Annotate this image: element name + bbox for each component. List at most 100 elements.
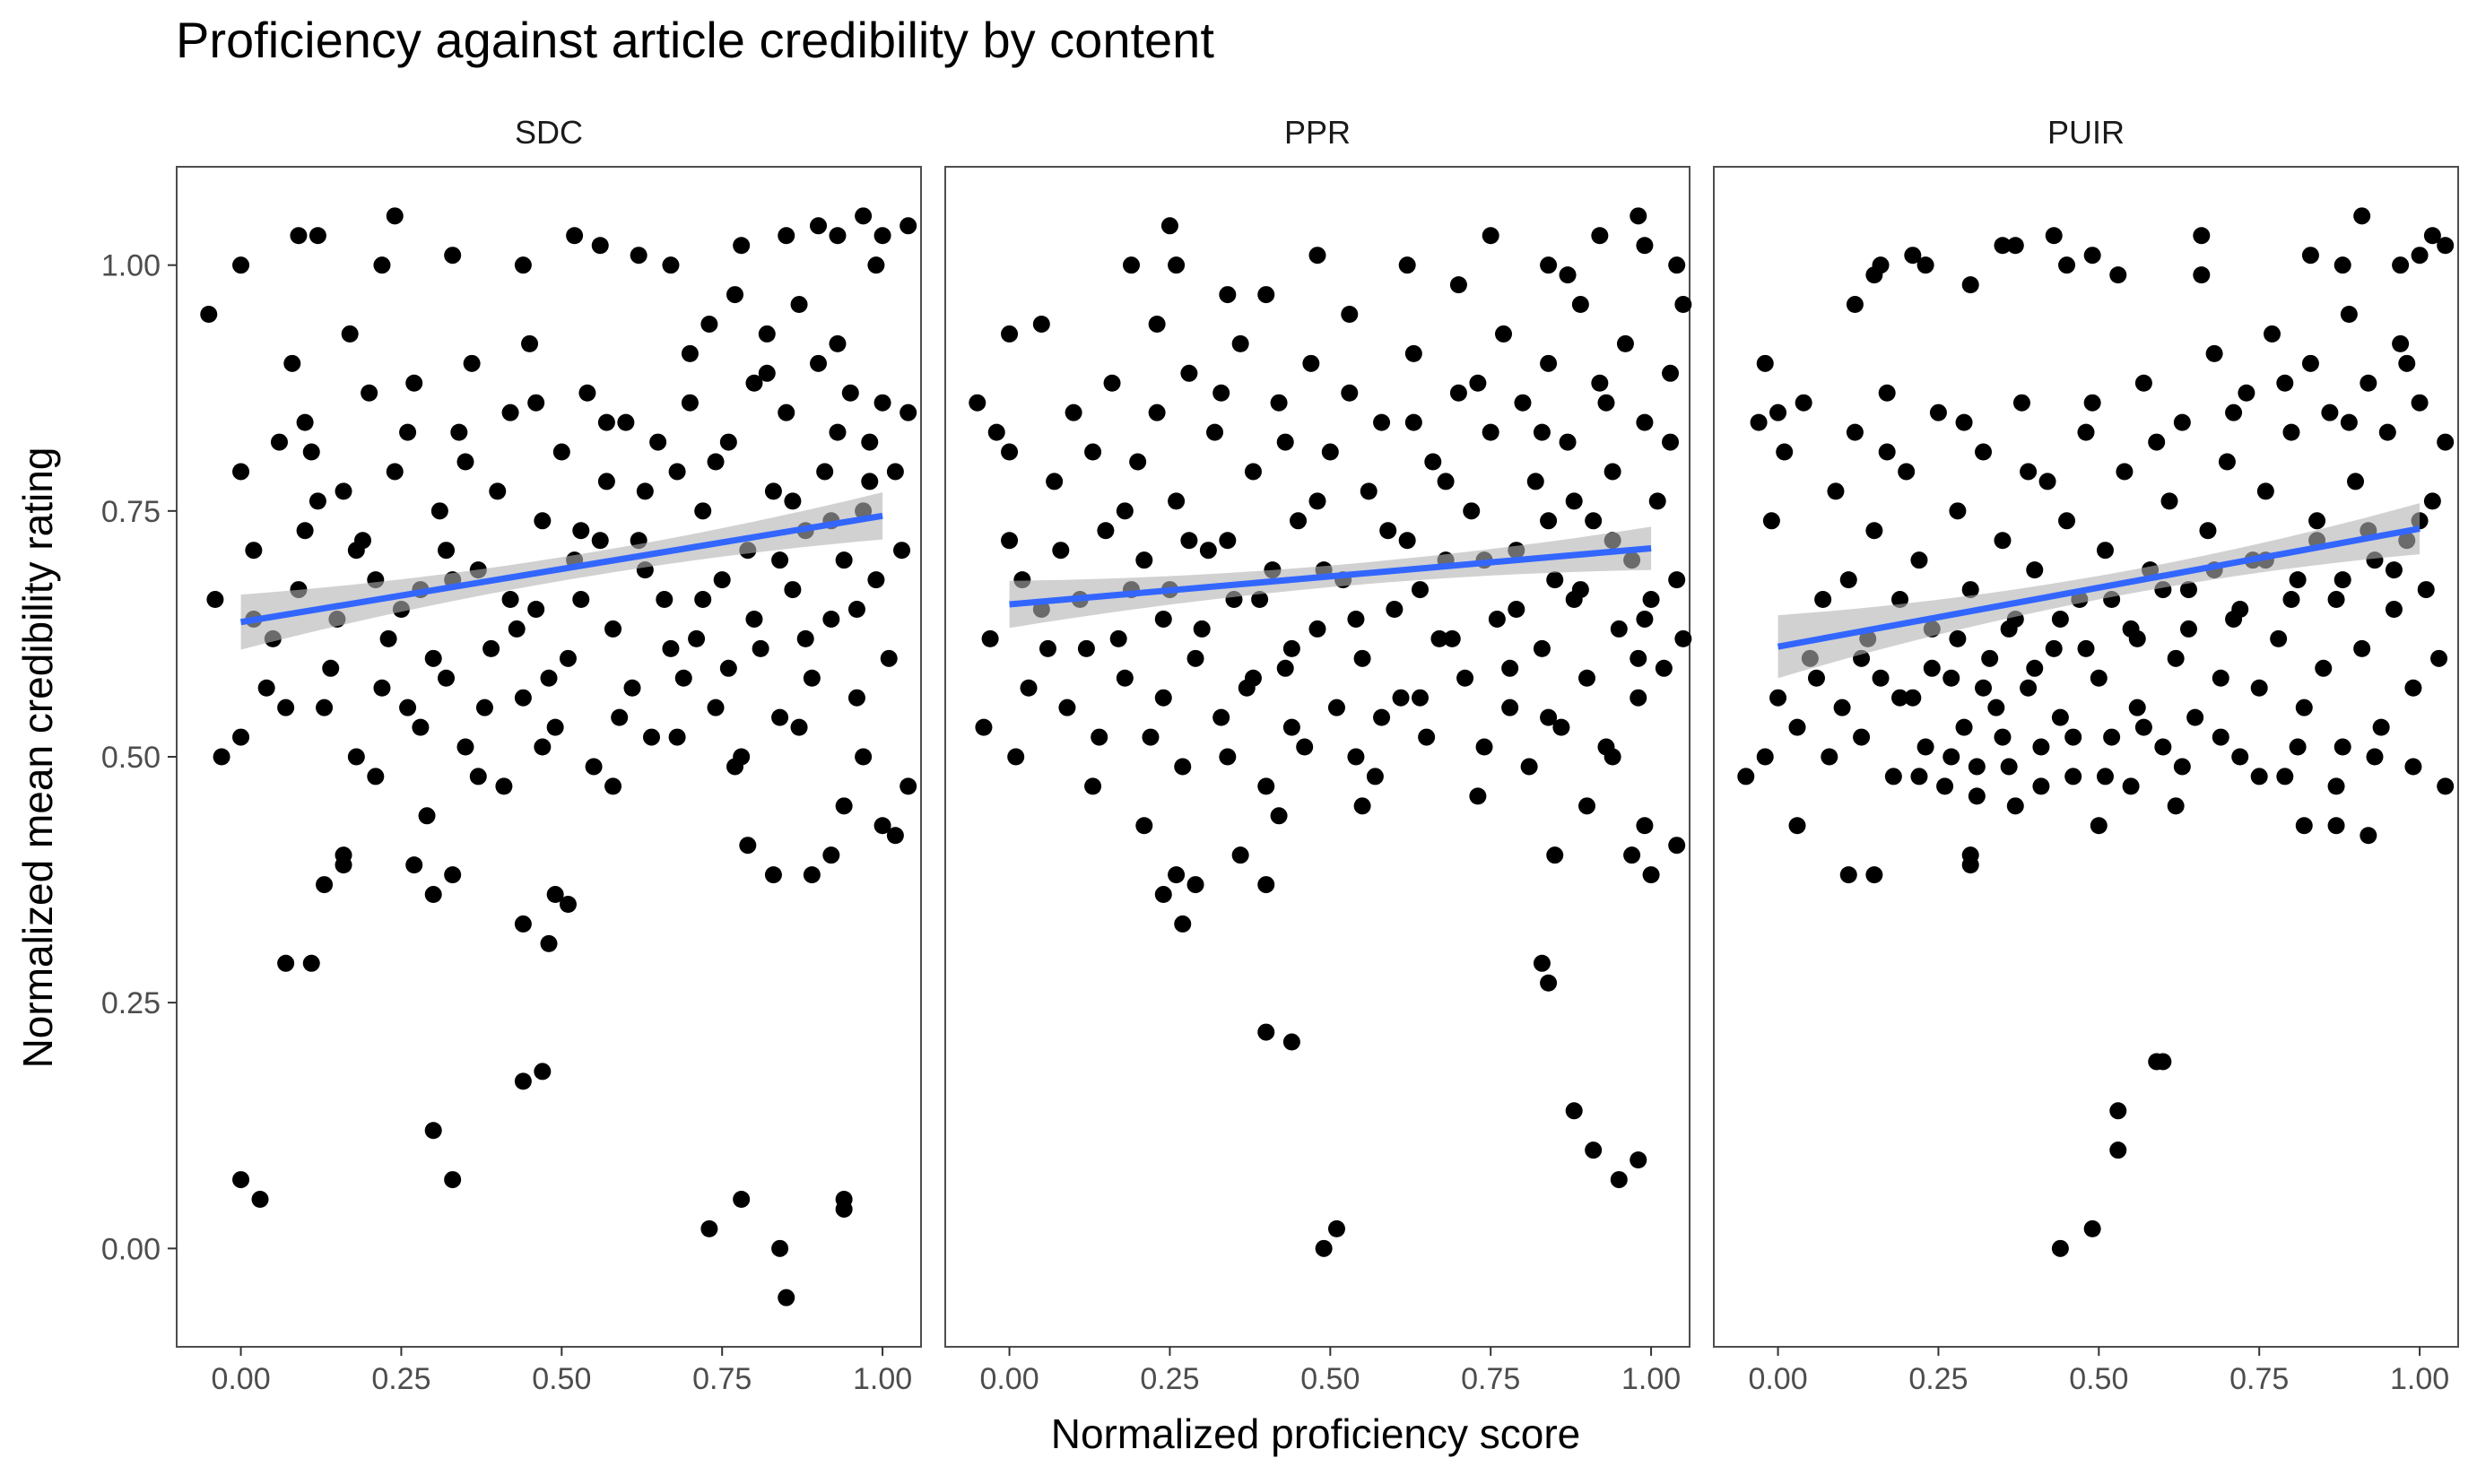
data-point — [2289, 738, 2307, 756]
data-point — [2301, 354, 2319, 372]
data-point — [1795, 394, 1812, 412]
data-point — [290, 227, 308, 245]
data-point — [1610, 1171, 1628, 1189]
data-point — [540, 669, 558, 687]
data-point — [379, 629, 397, 647]
data-point — [2000, 758, 2018, 776]
data-point — [2109, 1102, 2127, 1120]
data-point — [1007, 748, 1025, 766]
data-point — [1186, 649, 1204, 667]
data-point — [2238, 384, 2255, 402]
data-point — [1001, 325, 1019, 343]
data-point — [1341, 306, 1359, 323]
y-tick-label: 0.25 — [101, 986, 161, 1020]
data-point — [1373, 708, 1391, 726]
data-point — [893, 542, 911, 560]
chart-title: Proficiency against article credibility … — [176, 12, 1214, 68]
data-point — [2077, 423, 2095, 441]
data-point — [847, 601, 865, 618]
x-tick-label: 0.50 — [532, 1362, 591, 1396]
x-tick-label: 1.00 — [2390, 1362, 2449, 1396]
data-point — [2000, 620, 2018, 638]
data-point — [707, 699, 725, 716]
data-point — [1154, 689, 1172, 707]
data-point — [1961, 846, 1979, 864]
data-point — [2026, 561, 2044, 579]
data-point — [636, 482, 654, 500]
data-point — [283, 354, 301, 372]
data-point — [2205, 344, 2223, 362]
data-point — [668, 728, 686, 746]
data-point — [1231, 334, 1249, 352]
data-point — [1865, 522, 1883, 540]
data-point — [771, 708, 789, 726]
data-point — [1585, 512, 1603, 530]
data-point — [1142, 728, 1160, 746]
data-point — [1994, 237, 2012, 255]
data-point — [1456, 669, 1474, 687]
data-point — [1540, 256, 1558, 274]
data-point — [1526, 473, 1544, 490]
data-point — [1975, 443, 1993, 461]
data-point — [514, 915, 532, 933]
data-point — [2327, 777, 2345, 795]
data-point — [546, 718, 564, 736]
data-point — [2360, 827, 2377, 845]
data-point — [2154, 738, 2172, 756]
data-point — [296, 522, 314, 540]
data-point — [1872, 256, 1890, 274]
data-point — [1929, 404, 1947, 421]
data-point — [1865, 866, 1883, 884]
data-point — [726, 286, 743, 304]
data-point — [399, 423, 417, 441]
data-point — [900, 217, 917, 235]
data-point — [1788, 718, 1806, 736]
data-point — [1994, 728, 2012, 746]
data-point — [444, 247, 462, 265]
data-point — [987, 423, 1005, 441]
data-point — [2282, 591, 2300, 609]
data-point — [1910, 768, 1928, 785]
data-point — [335, 856, 352, 874]
data-point — [1116, 502, 1134, 520]
data-point — [1418, 728, 1436, 746]
data-point — [1955, 718, 1973, 736]
data-point — [2096, 768, 2114, 785]
data-point — [1039, 639, 1056, 657]
data-point — [1520, 758, 1538, 776]
data-point — [1219, 286, 1237, 304]
data-point — [373, 256, 391, 274]
data-point — [527, 394, 545, 412]
data-point — [822, 846, 840, 864]
data-point — [1662, 364, 1680, 382]
data-point — [482, 639, 500, 657]
data-point — [1109, 629, 1127, 647]
data-point — [719, 433, 737, 451]
data-point — [495, 777, 513, 795]
data-point — [1540, 708, 1558, 726]
data-point — [309, 492, 326, 510]
data-point — [1123, 256, 1140, 274]
data-point — [1636, 610, 1654, 628]
data-point — [559, 649, 577, 667]
data-point — [1655, 659, 1673, 677]
data-point — [855, 748, 873, 766]
data-point — [412, 718, 430, 736]
data-point — [418, 807, 436, 825]
data-point — [1046, 473, 1064, 490]
data-point — [841, 384, 859, 402]
data-point — [1630, 649, 1647, 667]
data-point — [2334, 738, 2351, 756]
data-point — [2006, 237, 2024, 255]
data-point — [2096, 542, 2114, 560]
data-point — [900, 777, 917, 795]
data-point — [527, 601, 545, 618]
data-point — [1807, 669, 1825, 687]
data-point — [1737, 768, 1755, 785]
data-point — [1084, 443, 1102, 461]
data-point — [835, 797, 853, 815]
data-point — [1514, 394, 1532, 412]
data-point — [1923, 659, 1941, 677]
data-point — [623, 679, 641, 697]
data-point — [771, 1239, 789, 1257]
